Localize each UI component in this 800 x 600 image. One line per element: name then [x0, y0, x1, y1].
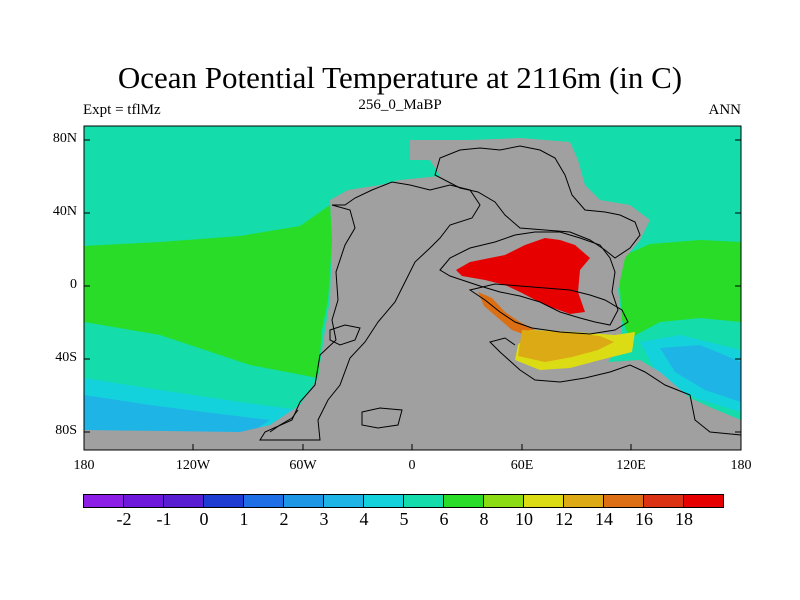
colorbar-label: 6 — [439, 509, 449, 529]
y-tick-label: 80S — [55, 423, 77, 438]
land-mass — [84, 138, 741, 450]
colorbar-label: 8 — [479, 509, 489, 529]
x-tick-label: 60W — [289, 458, 317, 473]
colorbar-label: 16 — [635, 509, 653, 529]
colorbar-swatch — [643, 494, 684, 508]
x-tick-label: 180 — [730, 458, 752, 473]
colorbar-label: 4 — [359, 509, 369, 529]
colorbar-label: 1 — [239, 509, 249, 529]
ocean-18-hot-pool — [456, 238, 590, 314]
outline-south-island — [361, 407, 403, 429]
outline-southwest-coast — [269, 409, 299, 433]
colorbar-label: 14 — [595, 509, 613, 529]
outline-inner-loop — [468, 283, 629, 335]
colorbar-swatch — [323, 494, 364, 508]
x-tick-label: 120W — [175, 458, 211, 473]
colorbar-swatch — [683, 494, 724, 508]
colorbar-label: -1 — [156, 509, 172, 529]
plot-title: Ocean Potential Temperature at 2116m (in… — [117, 60, 683, 95]
colorbar-swatch — [483, 494, 524, 508]
colorbar-swatch — [603, 494, 644, 508]
outline-south-loop — [489, 337, 742, 436]
colorbar — [83, 494, 724, 508]
y-tick-label: 40N — [52, 204, 77, 219]
ocean-8-band-west — [84, 205, 332, 378]
outline-inner-basin — [439, 231, 619, 326]
colorbar-label: 18 — [675, 509, 693, 529]
y-tick-label: 0 — [70, 277, 77, 292]
colorbar-label: 10 — [515, 509, 533, 529]
colorbar-label: 0 — [199, 509, 209, 529]
colorbar-swatch — [563, 494, 604, 508]
x-tick-label: 0 — [408, 458, 416, 473]
colorbar-label: 2 — [279, 509, 289, 529]
tick-marks — [83, 139, 742, 450]
outline-west-inlet — [329, 324, 361, 346]
colorbar-label: 5 — [399, 509, 409, 529]
outline-continent-main — [259, 181, 481, 441]
continent-outlines — [259, 145, 742, 441]
y-tick-label: 80N — [52, 131, 77, 146]
ocean-8-band-east — [618, 240, 741, 338]
colorbar-swatch — [403, 494, 444, 508]
colorbar-swatch — [123, 494, 164, 508]
colorbar-swatch — [83, 494, 124, 508]
ocean-16-tongue — [478, 292, 535, 336]
x-tick-label: 120E — [616, 458, 646, 473]
ocean-3-south-west — [84, 395, 270, 433]
colorbar-swatch — [283, 494, 324, 508]
colorbar-swatch — [203, 494, 244, 508]
colorbar-label: 12 — [555, 509, 573, 529]
ocean-3-south-east — [660, 345, 741, 402]
period-label: 256_0_MaBP — [358, 97, 442, 113]
colorbar-swatch — [243, 494, 284, 508]
colorbar-swatch — [363, 494, 404, 508]
colorbar-swatch — [163, 494, 204, 508]
outline-continent-north — [434, 145, 641, 259]
x-tick-label: 60E — [510, 458, 534, 473]
colorbar-swatch — [523, 494, 564, 508]
experiment-label: Expt = tflMz — [83, 102, 161, 118]
y-tick-label: 40S — [55, 350, 77, 365]
colorbar-label: 3 — [319, 509, 329, 529]
ocean-14-band — [518, 330, 614, 362]
colorbar-label: -2 — [116, 509, 132, 529]
colorbar-swatch — [443, 494, 484, 508]
season-label: ANN — [708, 102, 742, 118]
x-tick-label: 180 — [73, 458, 95, 473]
